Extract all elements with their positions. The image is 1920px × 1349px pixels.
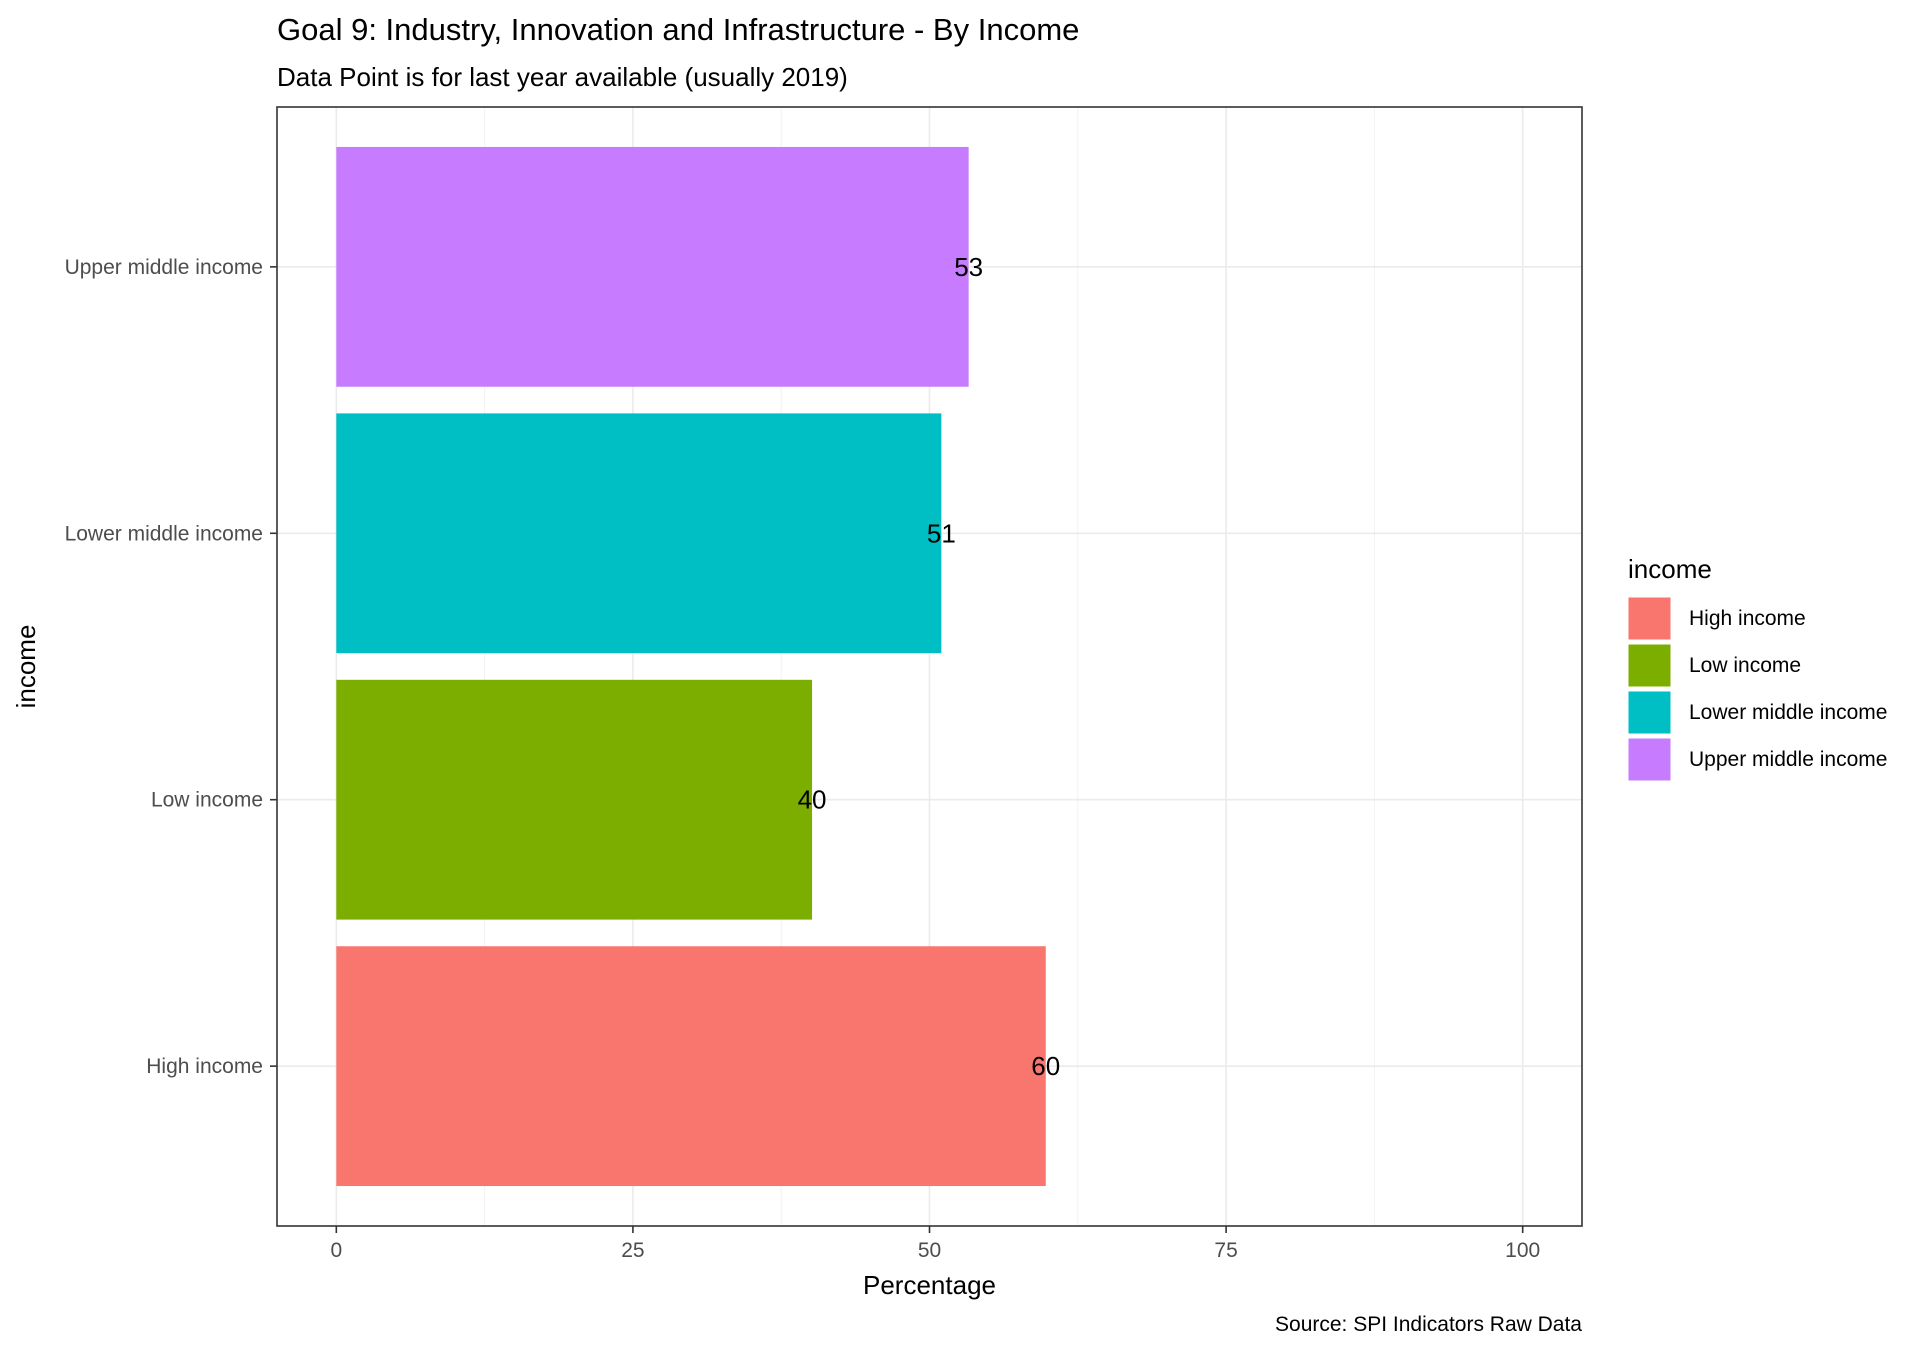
data-label: 60 <box>1031 1051 1060 1081</box>
x-axis: 0 25 50 75 100 <box>330 1226 1540 1262</box>
bar-high-income <box>336 946 1046 1187</box>
x-axis-title: Percentage <box>863 1270 996 1300</box>
legend-label: Upper middle income <box>1689 748 1887 771</box>
bar-lower-middle-income <box>336 413 942 654</box>
legend-key <box>1627 643 1672 688</box>
y-tick-label: Low income <box>151 789 263 812</box>
x-tick-label: 25 <box>621 1239 644 1262</box>
legend-title: income <box>1628 554 1712 584</box>
data-label: 51 <box>927 518 956 548</box>
bar-upper-middle-income <box>336 146 969 387</box>
legend-key <box>1627 690 1672 735</box>
legend-key <box>1627 596 1672 641</box>
data-labels-layer: 60 40 51 53 <box>798 252 1061 1081</box>
chart-title: Goal 9: Industry, Innovation and Infrast… <box>277 12 1079 47</box>
x-tick-label: 50 <box>918 1239 941 1262</box>
y-axis-title: income <box>11 625 41 709</box>
bar-low-income <box>336 679 813 920</box>
y-tick-label: High income <box>146 1055 263 1078</box>
bars-layer <box>336 146 1046 1187</box>
y-axis: High income Low income Lower middle income… <box>65 256 277 1078</box>
x-tick-label: 75 <box>1214 1239 1237 1262</box>
y-tick-label: Upper middle income <box>65 256 263 279</box>
data-label: 40 <box>798 785 827 815</box>
legend: income High income Low income Lower middle… <box>1627 554 1887 782</box>
x-tick-label: 100 <box>1505 1239 1540 1262</box>
data-label: 53 <box>954 252 983 282</box>
legend-key <box>1627 737 1672 782</box>
x-tick-label: 0 <box>330 1239 342 1262</box>
legend-label: Lower middle income <box>1689 701 1887 724</box>
legend-label: High income <box>1689 607 1806 630</box>
legend-label: Low income <box>1689 654 1801 677</box>
chart-subtitle: Data Point is for last year available (u… <box>277 62 848 92</box>
y-tick-label: Lower middle income <box>65 522 263 545</box>
chart-caption: Source: SPI Indicators Raw Data <box>1275 1313 1582 1336</box>
